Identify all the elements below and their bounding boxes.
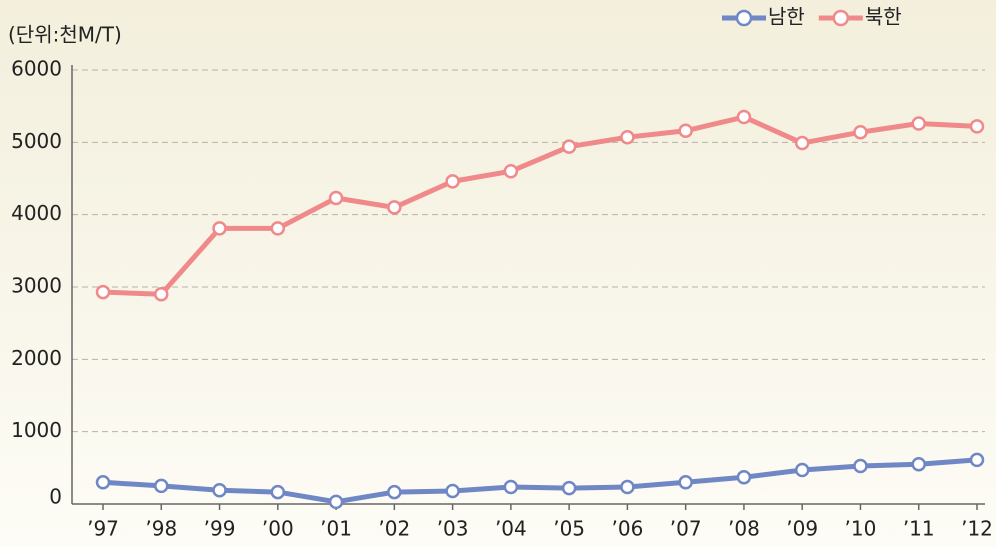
data-point bbox=[503, 479, 519, 495]
data-point bbox=[794, 462, 810, 478]
data-point bbox=[387, 484, 402, 500]
data-point bbox=[95, 475, 111, 490]
x-tick-label: ’11 bbox=[903, 517, 935, 541]
y-tick-label: 6000 bbox=[11, 57, 62, 81]
x-tick-label: ’04 bbox=[495, 517, 527, 541]
x-tick-label: ’97 bbox=[87, 517, 119, 541]
legend-label: 남한 bbox=[768, 5, 805, 29]
x-tick-label: ’06 bbox=[611, 517, 643, 541]
data-point bbox=[736, 109, 752, 125]
data-point bbox=[736, 469, 752, 485]
x-tick-label: ’09 bbox=[786, 517, 818, 541]
data-point bbox=[270, 221, 286, 236]
x-tick-label: ’08 bbox=[728, 517, 760, 541]
x-tick-label: ’05 bbox=[553, 517, 585, 541]
legend-marker bbox=[832, 9, 850, 27]
x-tick-label: ’12 bbox=[961, 517, 993, 541]
y-tick-label: 1000 bbox=[11, 418, 62, 442]
data-point bbox=[620, 130, 635, 145]
data-point bbox=[154, 478, 169, 494]
unit-label: (단위:천M/T) bbox=[8, 23, 122, 47]
x-tick-label: ’07 bbox=[670, 517, 702, 541]
data-point bbox=[328, 190, 344, 206]
data-point bbox=[503, 164, 519, 179]
data-point bbox=[969, 119, 985, 134]
data-point bbox=[561, 480, 577, 496]
data-point bbox=[853, 458, 868, 474]
data-point bbox=[212, 221, 227, 236]
data-point bbox=[911, 116, 926, 131]
x-tick-label: ’99 bbox=[204, 517, 236, 541]
x-tick-label: ’98 bbox=[145, 517, 177, 541]
data-point bbox=[678, 123, 693, 139]
data-point bbox=[445, 483, 460, 499]
y-tick-label: 3000 bbox=[11, 274, 62, 298]
data-point bbox=[445, 174, 460, 189]
x-tick-label: ’02 bbox=[378, 517, 410, 541]
data-point bbox=[911, 456, 926, 472]
data-point bbox=[95, 284, 111, 300]
data-point bbox=[212, 483, 227, 498]
data-point bbox=[853, 124, 868, 140]
legend-label: 북한 bbox=[865, 5, 902, 29]
x-tick-label: ’01 bbox=[320, 517, 352, 541]
data-point bbox=[270, 484, 286, 500]
data-point bbox=[969, 452, 985, 468]
y-tick-label: 0 bbox=[49, 485, 62, 509]
data-point bbox=[561, 139, 577, 154]
x-tick-label: ’03 bbox=[437, 517, 469, 541]
y-tick-label: 2000 bbox=[11, 346, 62, 370]
data-point bbox=[387, 200, 402, 215]
data-point bbox=[328, 494, 344, 510]
legend-marker bbox=[735, 9, 753, 27]
data-point bbox=[154, 286, 169, 302]
series-line bbox=[102, 114, 978, 297]
data-point bbox=[794, 135, 810, 151]
data-point bbox=[678, 475, 693, 490]
y-tick-label: 5000 bbox=[11, 129, 62, 153]
series-line bbox=[102, 457, 978, 505]
data-point bbox=[620, 479, 635, 495]
x-tick-label: ’00 bbox=[262, 517, 294, 541]
x-tick-label: ’10 bbox=[845, 517, 877, 541]
y-tick-label: 4000 bbox=[11, 201, 62, 225]
